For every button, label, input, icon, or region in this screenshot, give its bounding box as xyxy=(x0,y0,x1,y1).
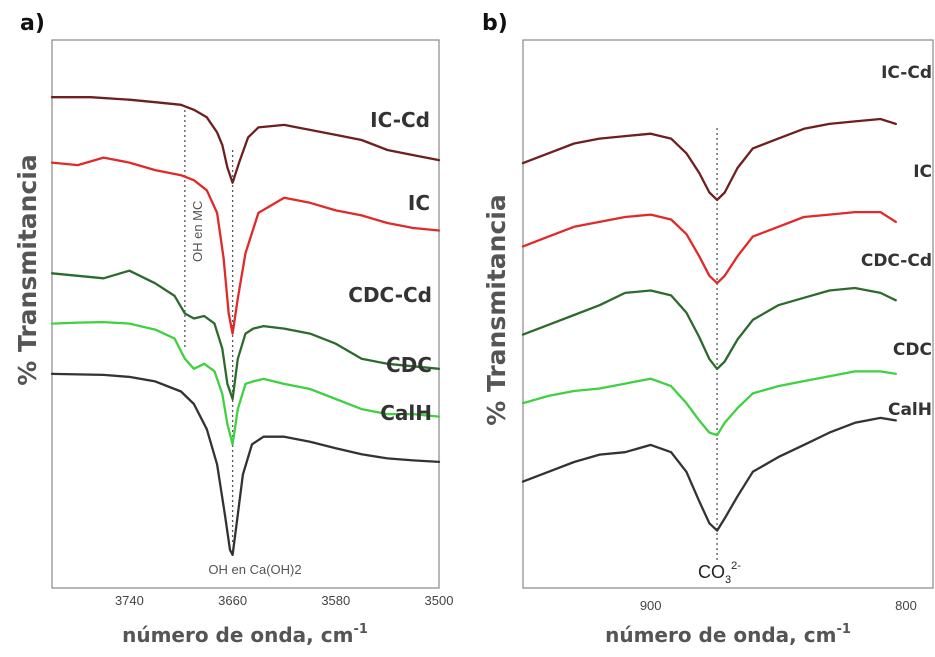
panel-b-series-ic-cd xyxy=(521,117,897,202)
panel-a-xtick-3500: 3500 xyxy=(425,593,454,608)
panel-a-label-cdc: CDC xyxy=(386,353,432,377)
panel-b-label-calh: CalH xyxy=(888,400,932,420)
panel-b-series-labels: IC-Cd IC CDC-Cd CDC CalH xyxy=(861,63,932,420)
panel-a-frame xyxy=(51,39,440,589)
panel-a-xtick-3740: 3740 xyxy=(115,593,144,608)
panel-a-xlabel-text: número de onda, cm xyxy=(122,623,353,647)
panel-b-series-ic xyxy=(521,210,897,285)
panel-b-xtick-900: 900 xyxy=(640,598,662,613)
panel-b-label-ic: IC xyxy=(913,162,932,182)
annotation-co3: CO32- xyxy=(698,560,741,586)
annotation-co3-sup: 2- xyxy=(731,560,741,572)
panel-a-label-calh: CalH xyxy=(380,401,432,425)
panel-a-series xyxy=(50,96,441,557)
panel-a-label-ic-cd: IC-Cd xyxy=(370,108,430,132)
panel-a-series-calh xyxy=(50,372,441,557)
panel-b-xlabel: número de onda, cm-1 xyxy=(605,622,851,647)
panel-a: a) % Transmitancia número de onda, cm-1 … xyxy=(13,11,453,647)
panel-a-series-cdc xyxy=(50,320,441,446)
panel-b-xlabel-sup: -1 xyxy=(836,622,850,637)
panel-a-letter: a) xyxy=(20,11,45,36)
panel-a-xlabel: número de onda, cm-1 xyxy=(122,622,368,647)
panel-a-guides xyxy=(184,110,234,545)
panel-b-letter: b) xyxy=(482,11,508,36)
panel-b: b) % Transmitancia número de onda, cm-1 … xyxy=(482,11,934,647)
panel-b-label-cdc-cd: CDC-Cd xyxy=(861,251,932,271)
panel-b-ticks: 900 800 xyxy=(640,598,917,613)
panel-b-series-calh xyxy=(521,416,897,532)
panel-a-label-cdc-cd: CDC-Cd xyxy=(348,283,432,307)
annotation-oh-mc: OH en MC xyxy=(190,201,205,262)
panel-a-series-ic-cd xyxy=(50,96,441,184)
panel-b-xlabel-text: número de onda, cm xyxy=(605,623,836,647)
panel-a-series-ic xyxy=(50,156,441,335)
panel-b-series xyxy=(521,117,897,532)
panel-a-series-labels: IC-Cd IC CDC-Cd CDC CalH xyxy=(348,108,432,425)
panel-b-label-ic-cd: IC-Cd xyxy=(881,63,932,83)
annotation-oh-caoh2: OH en Ca(OH)2 xyxy=(208,562,301,577)
panel-b-frame xyxy=(522,39,934,589)
panel-a-ticks: 3740 3660 3580 3500 xyxy=(115,593,454,608)
panel-a-xtick-3660: 3660 xyxy=(218,593,247,608)
panel-b-xtick-800: 800 xyxy=(895,598,917,613)
panel-b-series-cdc-cd xyxy=(521,286,897,371)
panel-a-series-cdc-cd xyxy=(50,269,441,401)
panel-a-ylabel: % Transmitancia xyxy=(13,154,42,385)
panel-a-xtick-3580: 3580 xyxy=(321,593,350,608)
panel-b-series-cdc xyxy=(521,370,897,437)
panel-a-label-ic: IC xyxy=(408,191,430,215)
panel-a-xlabel-sup: -1 xyxy=(353,622,367,637)
annotation-co3-base: CO xyxy=(698,562,725,582)
panel-b-ylabel: % Transmitancia xyxy=(482,194,511,425)
annotation-co3-sub: 3 xyxy=(725,574,731,586)
panel-b-label-cdc: CDC xyxy=(893,340,932,360)
